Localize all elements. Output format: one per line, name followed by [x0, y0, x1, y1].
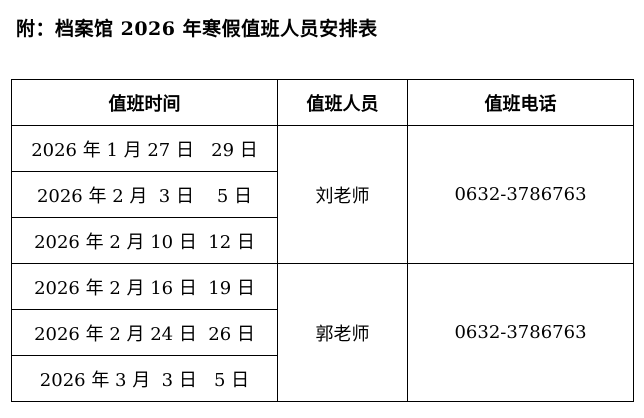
date-cell: 2026 年 1 月 27 日 29 日: [11, 125, 278, 172]
table-row: 2026 年 1 月 27 日 29 日 刘老师 0632-3786763: [11, 125, 634, 264]
header-duty-phone: 值班电话: [407, 79, 634, 126]
table-header-row: 值班时间 值班人员 值班电话: [11, 79, 634, 126]
table-row: 2026 年 2 月 10 日 12 日: [11, 217, 634, 264]
table-row: 2026 年 2 月 24 日 26 日: [11, 309, 634, 356]
duty-schedule-table: 值班时间 值班人员 值班电话 2026 年 1 月 27 日 29 日 刘老师 …: [11, 79, 634, 402]
date-cell: 2026 年 3 月 3 日 5 日: [11, 355, 278, 402]
phone-cell: 0632-3786763: [407, 263, 634, 402]
table-row: 2026 年 2 月 3 日 5 日: [11, 171, 634, 218]
header-duty-time: 值班时间: [11, 79, 278, 126]
phone-cell: 0632-3786763: [407, 125, 634, 264]
date-cell: 2026 年 2 月 16 日 19 日: [11, 263, 278, 310]
header-duty-person: 值班人员: [277, 79, 408, 126]
person-cell: 刘老师: [277, 125, 408, 264]
document-title: 附：档案馆 2026 年寒假值班人员安排表: [16, 18, 378, 40]
date-cell: 2026 年 2 月 3 日 5 日: [11, 171, 278, 218]
date-cell: 2026 年 2 月 10 日 12 日: [11, 217, 278, 264]
date-cell: 2026 年 2 月 24 日 26 日: [11, 309, 278, 356]
table-row: 2026 年 3 月 3 日 5 日: [11, 355, 634, 402]
table-row: 2026 年 2 月 16 日 19 日 郭老师 0632-3786763: [11, 263, 634, 402]
person-cell: 郭老师: [277, 263, 408, 402]
